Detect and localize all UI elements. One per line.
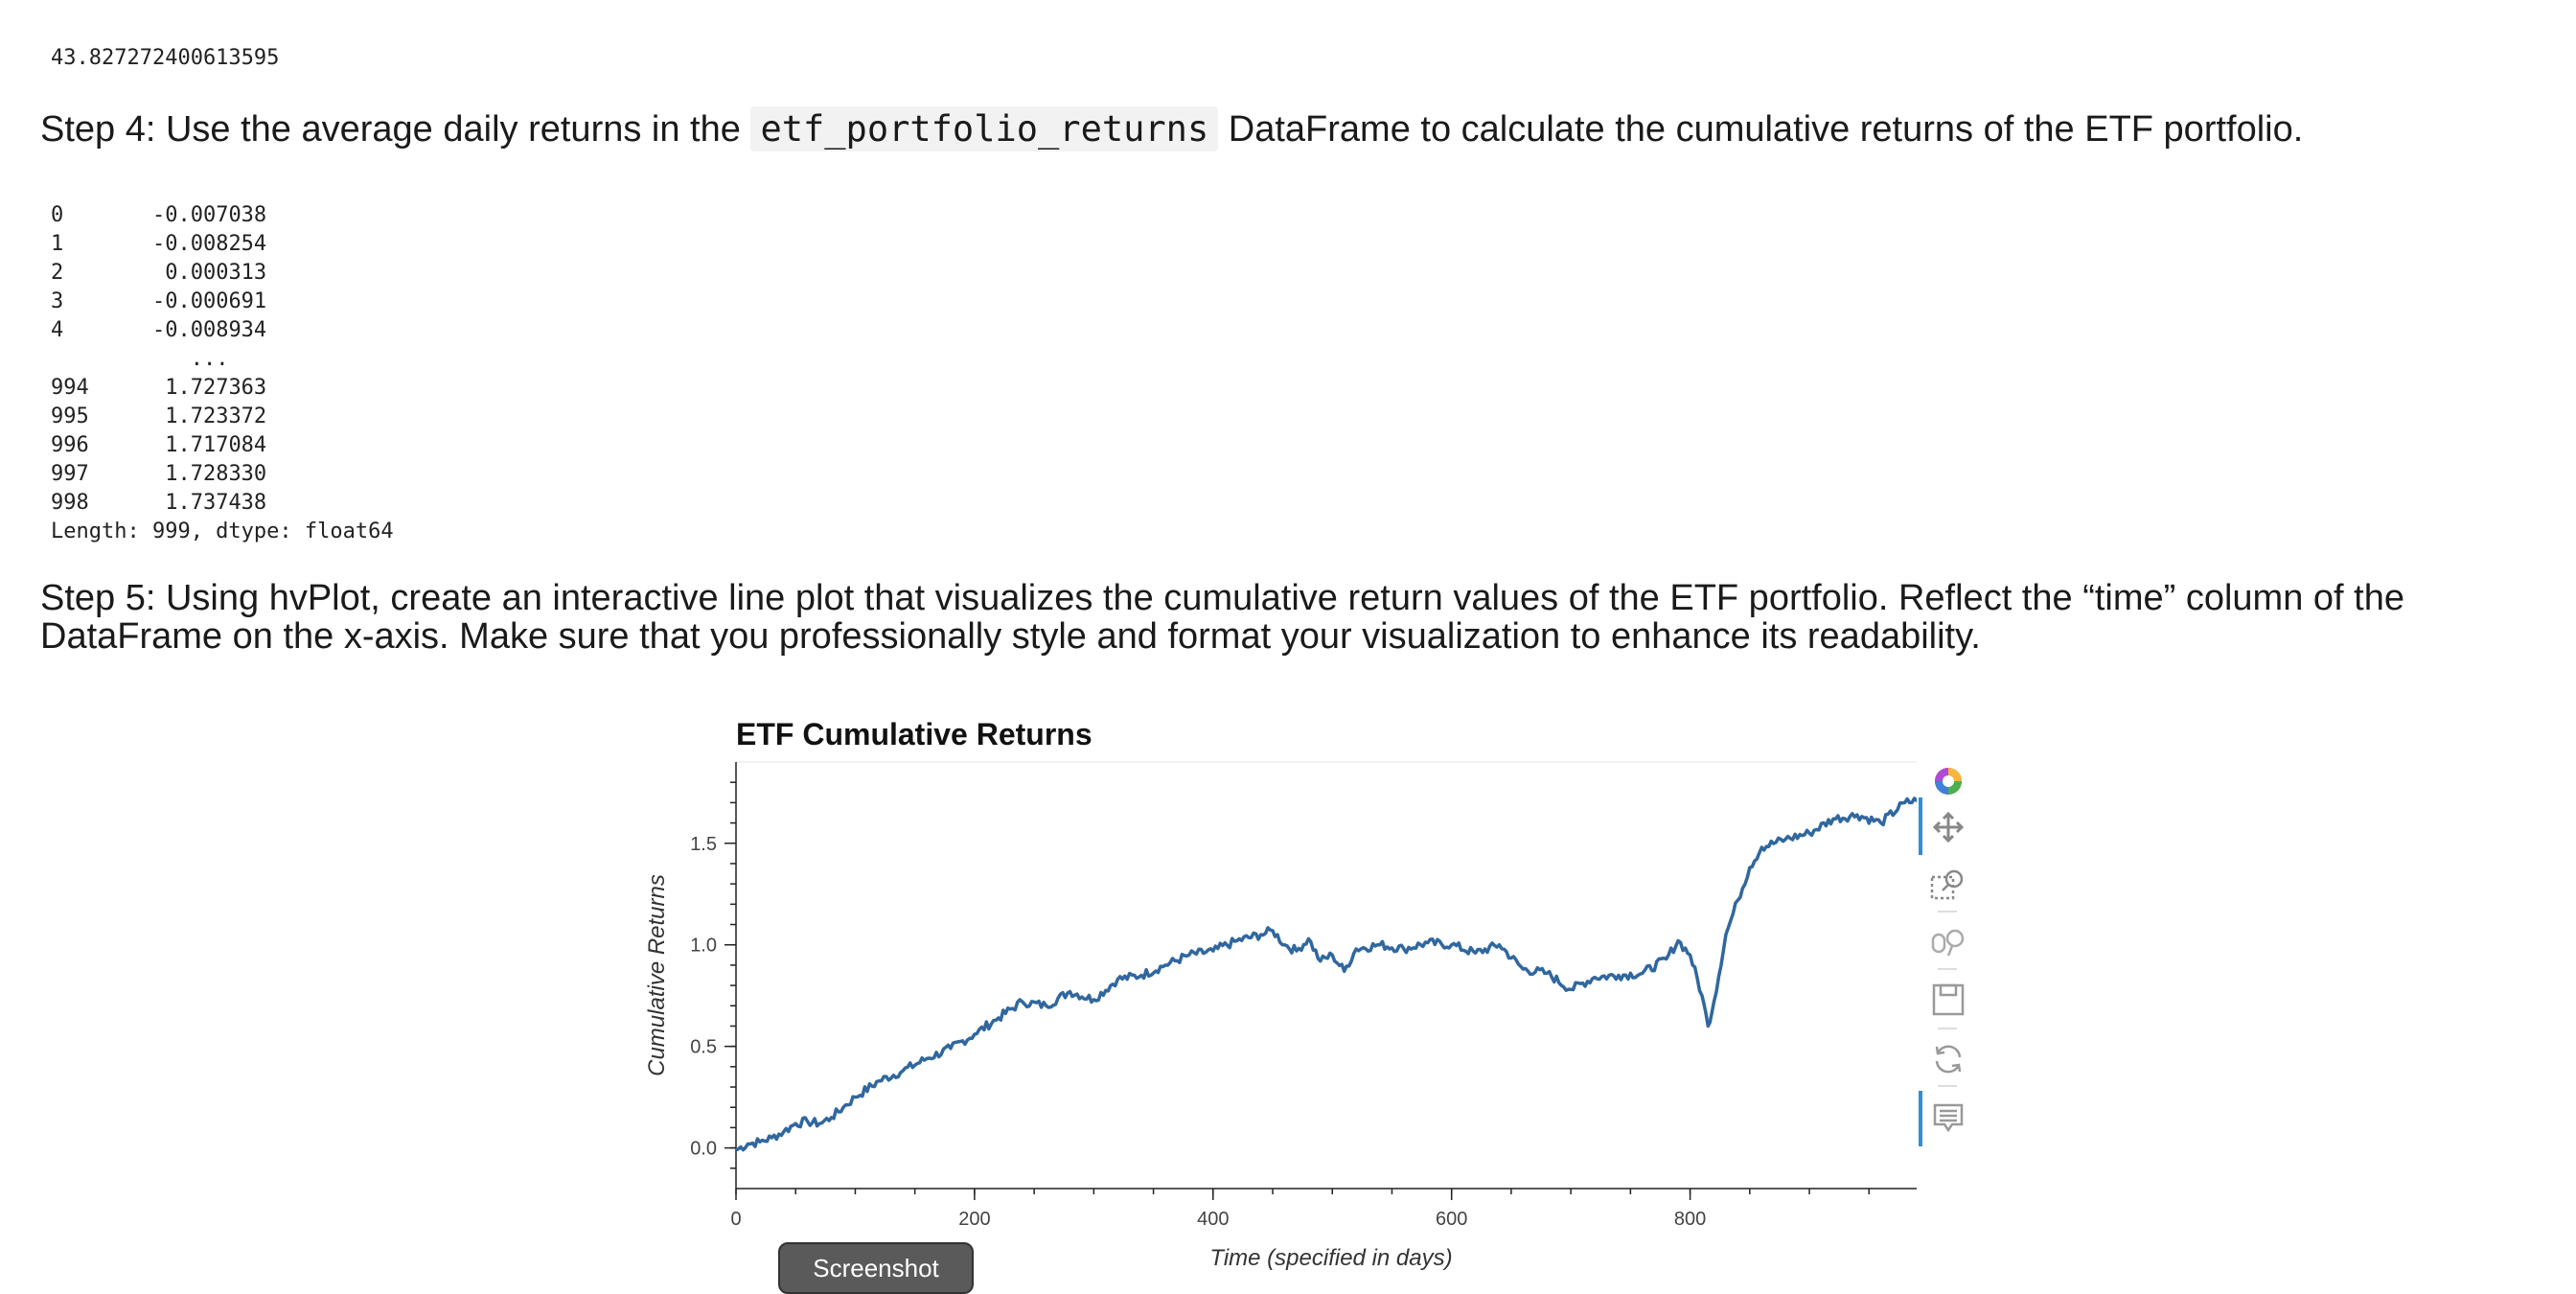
series-index: 994 [51, 376, 152, 400]
y-tick-label: 1.5 [690, 834, 717, 855]
series-row: 994 1.727363 [51, 374, 394, 403]
step4-prefix: Step 4: Use the average daily returns in… [40, 109, 751, 150]
x-tick-label: 200 [958, 1209, 990, 1230]
series-index: 995 [51, 404, 152, 428]
series-row: 3 -0.000691 [51, 288, 394, 316]
series-index: 2 [51, 261, 152, 285]
series-index: 997 [51, 462, 152, 486]
series-row: 996 1.717084 [51, 431, 394, 460]
series-value: 1.737438 [151, 491, 267, 515]
step5-line2: DataFrame on the x-axis. Make sure that … [40, 616, 1981, 657]
step4-heading: Step 4: Use the average daily returns in… [40, 106, 2304, 151]
step4-code: etf_portfolio_returns [750, 106, 1219, 151]
output-value: 43.827272400613595 [51, 46, 280, 70]
series-value: 1.728330 [151, 462, 267, 486]
toolbar-separator [1938, 968, 1957, 970]
y-tick-label: 0.5 [690, 1037, 717, 1058]
series-index: 998 [51, 491, 152, 515]
series-output: 0 -0.007038 1 -0.008254 2 0.000313 3 -0.000… [51, 201, 394, 546]
reset-icon[interactable] [1926, 1037, 1970, 1081]
box-zoom-icon[interactable] [1926, 863, 1970, 907]
step5-line1: Step 5: Using hvPlot, create an interact… [40, 578, 2404, 618]
x-tick-label: 800 [1674, 1209, 1706, 1230]
bokeh-logo-icon[interactable] [1926, 759, 1970, 803]
series-row: 1 -0.008254 [51, 230, 394, 259]
x-tick-label: 600 [1436, 1209, 1467, 1230]
series-value: -0.008934 [151, 318, 267, 342]
pan-active-bar [1919, 797, 1922, 855]
toolbar-separator [1938, 1085, 1957, 1087]
series-index [51, 347, 152, 371]
series-value: 1.717084 [151, 433, 267, 457]
series-value: 1.723372 [151, 404, 267, 428]
cumulative-returns-line [735, 797, 1917, 1152]
plot-container: ETF Cumulative Returns 0 200 400 600 800 0.0 0… [632, 709, 2012, 1284]
series-index: 1 [51, 232, 152, 256]
series-footer: Length: 999, dtype: float64 [51, 520, 394, 543]
chart-title: ETF Cumulative Returns [736, 717, 1092, 751]
x-tick-label: 400 [1197, 1209, 1229, 1230]
series-row: 0 -0.007038 [51, 201, 394, 230]
series-value: 0.000313 [151, 261, 267, 285]
step5-heading: Step 5: Using hvPlot, create an interact… [40, 579, 2404, 656]
series-value: -0.008254 [151, 232, 267, 256]
hover-icon[interactable] [1926, 1097, 1970, 1141]
series-index: 0 [51, 203, 152, 227]
series-row: 998 1.737438 [51, 489, 394, 518]
step4-suffix: DataFrame to calculate the cumulative re… [1218, 109, 2304, 150]
series-value: -0.007038 [151, 203, 267, 227]
toolbar-separator [1938, 1028, 1957, 1029]
wheel-zoom-icon[interactable] [1926, 920, 1970, 964]
toolbar-separator [1938, 911, 1957, 913]
series-value: 1.727363 [151, 376, 267, 400]
screenshot-button[interactable]: Screenshot [778, 1242, 974, 1294]
series-index: 4 [51, 318, 152, 342]
series-value: ... [151, 347, 229, 371]
x-axis-label: Time (specified in days) [1209, 1245, 1452, 1271]
pan-icon[interactable] [1926, 805, 1970, 849]
y-tick-label: 1.0 [690, 936, 717, 957]
line-chart[interactable]: 0 200 400 600 800 0.0 0.5 1.0 1.5 Time (specified… [632, 709, 1917, 1284]
plot-frame [735, 761, 1917, 1190]
series-value: -0.000691 [151, 289, 267, 313]
save-icon[interactable] [1926, 978, 1970, 1022]
series-row: ... [51, 345, 394, 374]
series-row: 2 0.000313 [51, 259, 394, 288]
y-axis-label: Cumulative Returns [644, 874, 670, 1076]
series-index: 3 [51, 289, 152, 313]
y-tick-label: 0.0 [690, 1139, 717, 1160]
series-index: 996 [51, 433, 152, 457]
series-row: 4 -0.008934 [51, 316, 394, 345]
hover-active-bar [1919, 1091, 1922, 1146]
series-row: 995 1.723372 [51, 403, 394, 431]
x-tick-label: 0 [730, 1209, 741, 1230]
series-row: 997 1.728330 [51, 460, 394, 489]
